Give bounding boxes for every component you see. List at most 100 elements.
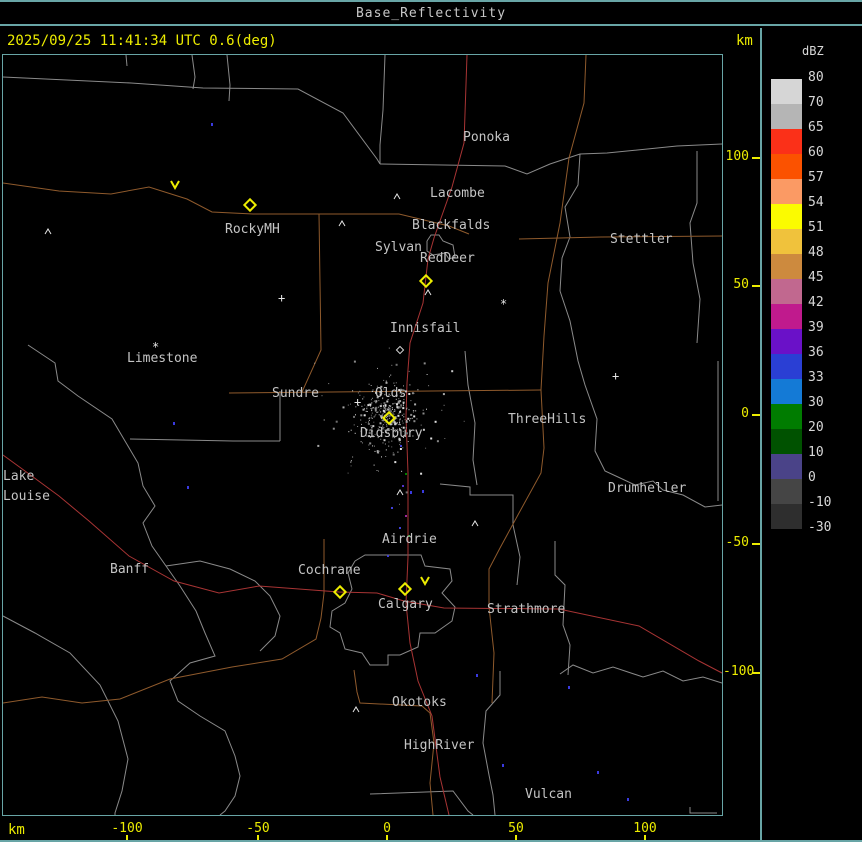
city-label: Olds xyxy=(375,386,406,401)
y-tick-label: 100 xyxy=(725,149,749,164)
map-svg: * * + + + Ponoka Lacombe Blackfalds SylvanRedDee… xyxy=(3,55,722,815)
colorbar-swatch xyxy=(771,104,802,129)
city-label: Calgary xyxy=(378,597,433,612)
x-tick-label: -50 xyxy=(246,821,270,836)
x-tick-mark xyxy=(126,835,128,841)
y-tick-label: -100 xyxy=(723,664,755,679)
colorbar-swatch xyxy=(771,304,802,329)
x-tick-mark xyxy=(257,835,259,841)
plus-marker-icon: + xyxy=(612,369,619,383)
colorbar-swatch xyxy=(771,204,802,229)
x-tick-label: -100 xyxy=(111,821,143,836)
caret-marker-icon xyxy=(396,489,404,496)
colorbar-level-label: 10 xyxy=(808,445,824,460)
colorbar-level-label: 48 xyxy=(808,245,824,260)
y-tick-mark xyxy=(752,157,760,159)
city-label: Lacombe xyxy=(430,186,485,201)
colorbar-level-label: 54 xyxy=(808,195,824,210)
x-tick-mark xyxy=(644,835,646,841)
colorbar-level-label: 0 xyxy=(808,470,816,485)
y-tick-label: -50 xyxy=(725,535,749,550)
x-axis: km -100 -50 0 50 100 xyxy=(0,816,760,842)
city-label: Vulcan xyxy=(525,787,572,802)
y-axis: 100 50 0 -50 -100 xyxy=(723,0,760,842)
colorbar-level-label: -30 xyxy=(808,520,832,535)
city-label: Limestone xyxy=(127,351,198,366)
colorbar-swatch xyxy=(771,279,802,304)
colorbar-level-label: 51 xyxy=(808,220,824,235)
city-label: HighRiver xyxy=(404,738,475,753)
city-label: Sylvan xyxy=(375,240,422,255)
x-tick-label: 100 xyxy=(633,821,657,836)
colorbar-swatch xyxy=(771,504,802,529)
city-label: RedDeer xyxy=(420,251,475,266)
city-label: RockyMH xyxy=(225,222,280,237)
city-label: ThreeHills xyxy=(508,412,586,427)
colorbar-panel: dBZ 80 70 65 60 57 54 51 48 45 42 39 36 33 30 20 10 0 -10… xyxy=(760,28,862,840)
station-diamond-icon xyxy=(332,584,348,600)
y-tick-label: 0 xyxy=(741,406,749,421)
vee-marker-icon xyxy=(420,576,430,587)
y-axis-unit-label: km xyxy=(736,33,753,49)
colorbar-swatch xyxy=(771,404,802,429)
caret-marker-icon xyxy=(471,520,479,527)
station-diamond-icon xyxy=(418,273,434,289)
x-axis-unit-label: km xyxy=(8,822,25,838)
city-label: Airdrie xyxy=(382,532,437,547)
y-tick-label: 50 xyxy=(733,277,749,292)
colorbar-level-label: 65 xyxy=(808,120,824,135)
colorbar-level-label: 20 xyxy=(808,420,824,435)
city-label: Banff xyxy=(110,562,149,577)
city-label: Cochrane xyxy=(298,563,361,578)
x-tick-mark xyxy=(386,835,388,841)
city-label: Didsbury xyxy=(360,426,423,441)
colorbar-swatch xyxy=(771,229,802,254)
colorbar-level-label: 57 xyxy=(808,170,824,185)
station-diamond-icon xyxy=(397,581,413,597)
city-label: Lake xyxy=(3,469,34,484)
colorbar-level-label: 39 xyxy=(808,320,824,335)
colorbar-level-label: 42 xyxy=(808,295,824,310)
y-tick-mark xyxy=(752,285,760,287)
colorbar-swatch xyxy=(771,179,802,204)
colorbar-level-label: 36 xyxy=(808,345,824,360)
caret-marker-icon xyxy=(338,220,346,227)
colorbar-swatch xyxy=(771,454,802,479)
white-diamond-icon xyxy=(395,345,405,355)
city-label: Ponoka xyxy=(463,130,510,145)
caret-marker-icon xyxy=(424,289,432,296)
scan-timestamp: 2025/09/25 11:41:34 UTC 0.6(deg) xyxy=(7,33,277,49)
caret-marker-icon xyxy=(393,193,401,200)
vee-marker-icon xyxy=(170,180,180,191)
radar-map-canvas: * * + + + Ponoka Lacombe Blackfalds Sylvan RedDee… xyxy=(2,54,723,816)
caret-marker-icon xyxy=(352,706,360,713)
colorbar-level-label: 60 xyxy=(808,145,824,160)
asterisk-marker-icon: * xyxy=(152,340,159,354)
city-label: Blackfalds xyxy=(412,218,490,233)
plus-marker-icon: + xyxy=(278,291,285,305)
colorbar-level-label: 80 xyxy=(808,70,824,85)
caret-marker-icon xyxy=(44,228,52,235)
colorbar-level-label: 33 xyxy=(808,370,824,385)
plus-marker-icon: + xyxy=(354,395,361,409)
station-diamond-icon xyxy=(381,410,397,426)
header-row: 2025/09/25 11:41:34 UTC 0.6(deg) km xyxy=(0,28,862,54)
colorbar-title: dBZ xyxy=(802,44,824,58)
city-label: Strathmore xyxy=(487,602,565,617)
city-label: Innisfail xyxy=(390,321,460,336)
colorbar-swatch xyxy=(771,479,802,504)
city-label: Stettler xyxy=(610,232,673,247)
colorbar-swatch xyxy=(771,154,802,179)
colorbar-swatch xyxy=(771,254,802,279)
x-tick-mark xyxy=(515,835,517,841)
y-tick-mark xyxy=(752,672,760,674)
x-tick-label: 50 xyxy=(508,821,524,836)
y-tick-mark xyxy=(752,543,760,545)
title-bar: Base_Reflectivity xyxy=(0,0,862,26)
asterisk-marker-icon: * xyxy=(500,297,507,311)
colorbar-level-label: 30 xyxy=(808,395,824,410)
colorbar-level-label: 70 xyxy=(808,95,824,110)
city-label: Drumheller xyxy=(608,481,686,496)
colorbar-swatch xyxy=(771,354,802,379)
window-title: Base_Reflectivity xyxy=(355,6,507,21)
